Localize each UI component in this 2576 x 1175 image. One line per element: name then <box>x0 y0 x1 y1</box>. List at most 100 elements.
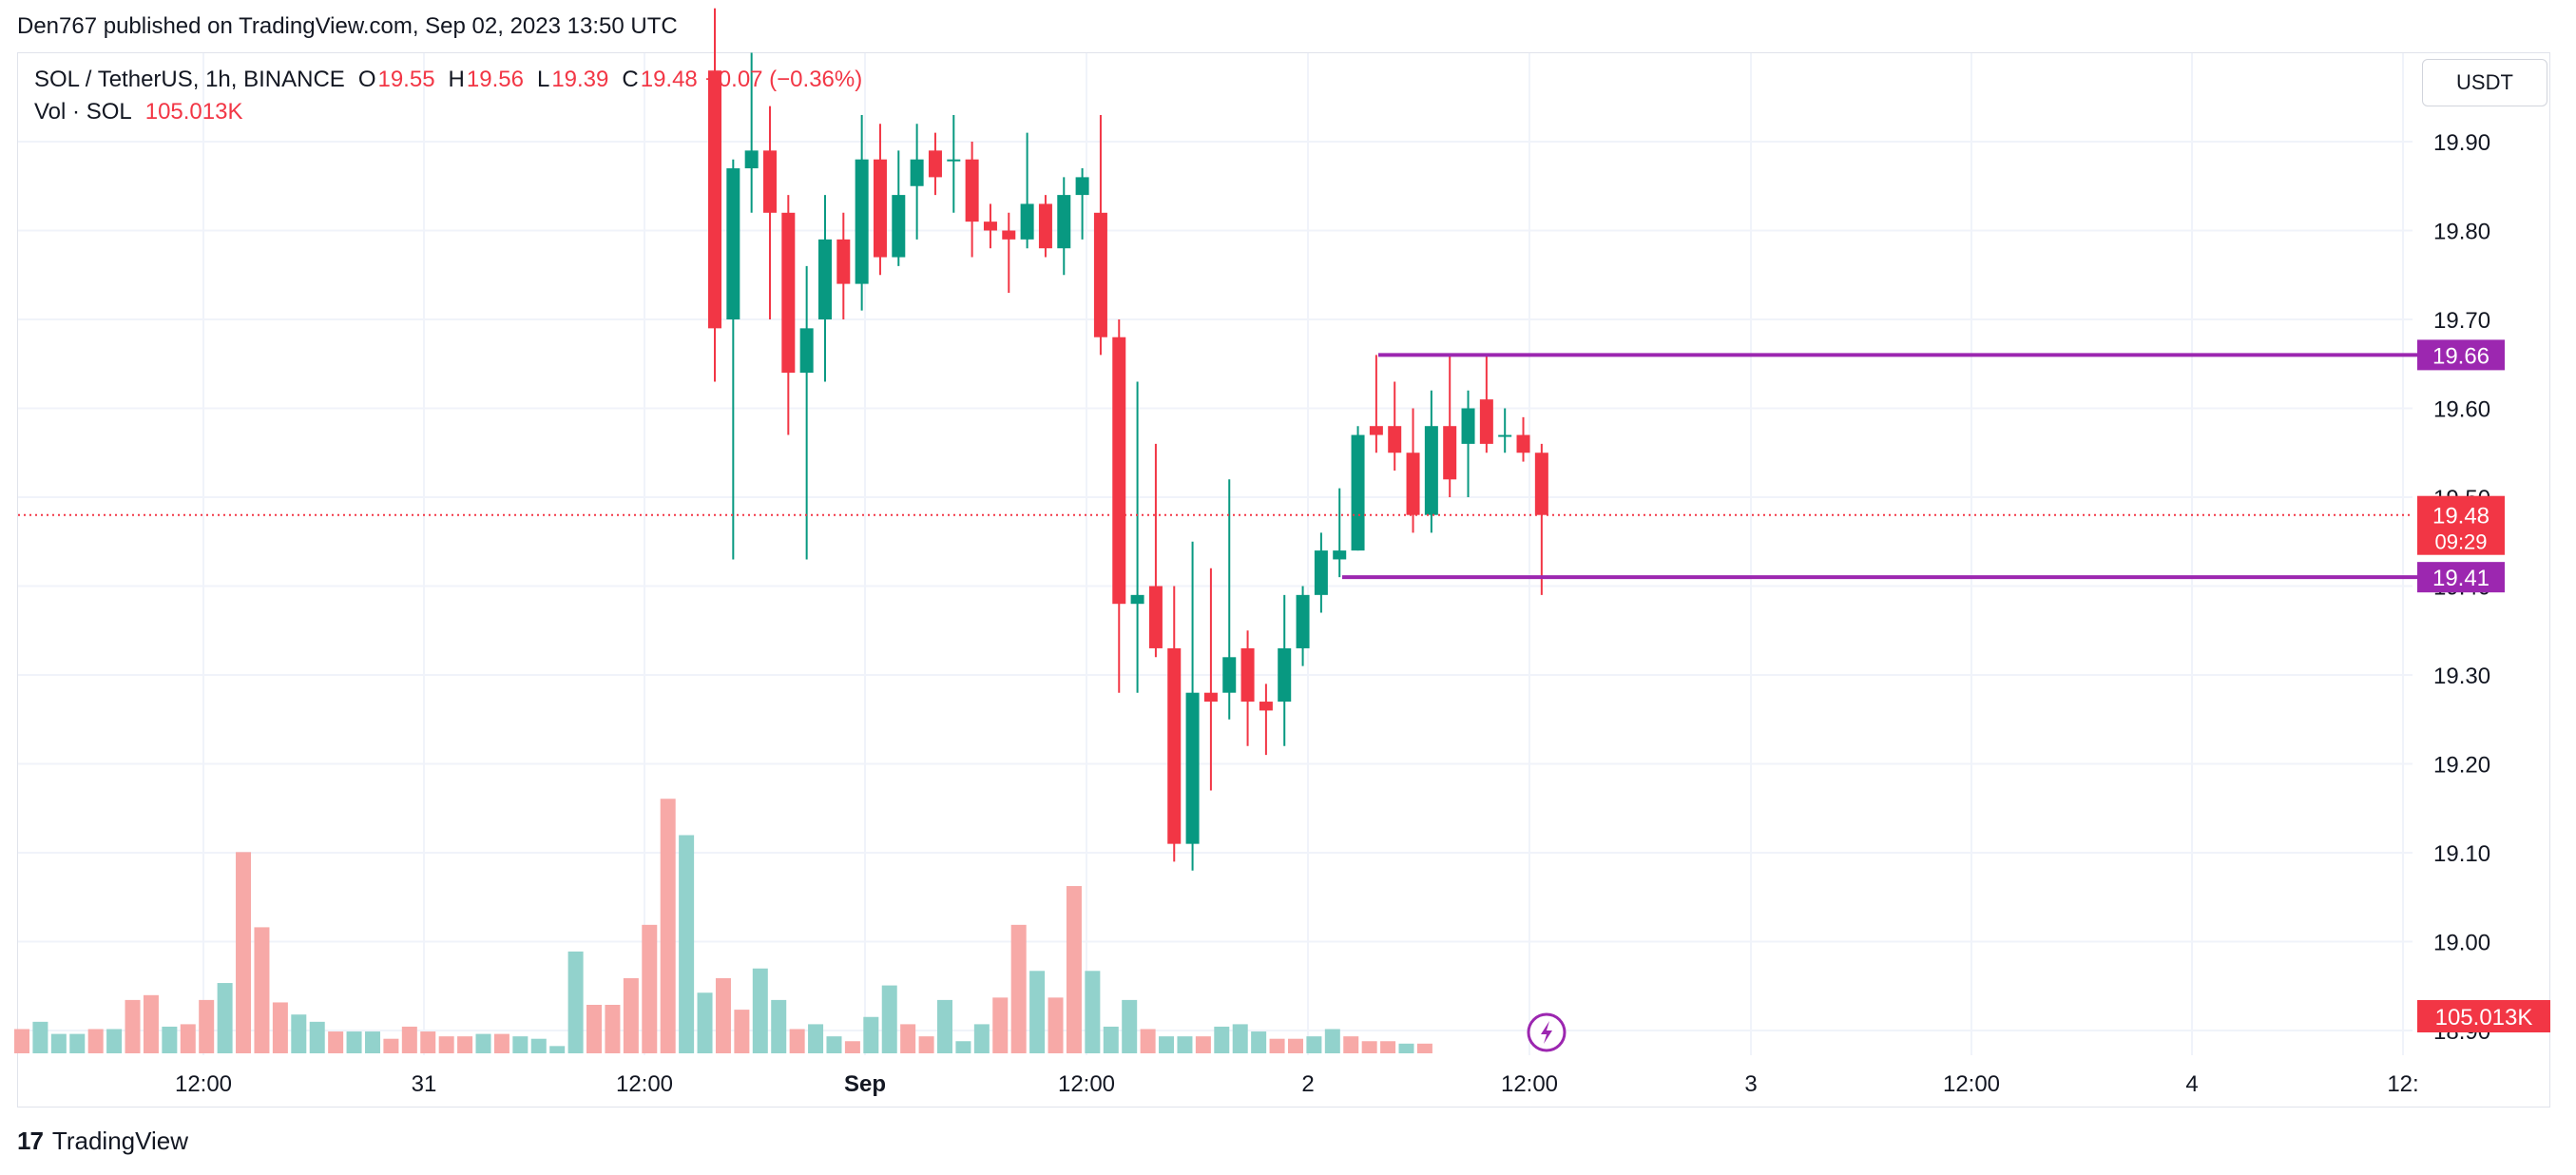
volume-bar <box>900 1024 916 1053</box>
volume-bar <box>734 1010 750 1053</box>
last-price-tag <box>2417 495 2505 555</box>
last-price-label: 19.48 <box>2432 504 2489 530</box>
candle-body <box>799 328 814 374</box>
candle-body <box>983 222 997 231</box>
volume-bar <box>1029 971 1046 1053</box>
volume-bar <box>162 1026 178 1053</box>
y-tick-label: 19.10 <box>2433 841 2490 867</box>
volume-bar <box>771 999 787 1053</box>
candle-body <box>1130 594 1144 605</box>
volume-bar <box>401 1026 417 1053</box>
x-tick-label: 12:00 <box>616 1071 673 1097</box>
volume-bar <box>180 1024 196 1053</box>
volume-bar <box>383 1038 399 1053</box>
volume-bar <box>217 983 233 1053</box>
candle-body <box>762 150 777 213</box>
volume-bar <box>660 799 676 1053</box>
volume-bar <box>623 977 639 1053</box>
volume-bar <box>992 997 1009 1053</box>
volume-bar <box>937 999 952 1053</box>
volume-bar <box>328 1031 344 1053</box>
x-tick-label: 3 <box>1744 1071 1757 1097</box>
volume-bar <box>14 1029 29 1053</box>
volume-bar <box>272 1002 288 1053</box>
candle-body <box>1020 203 1034 240</box>
tradingview-brand[interactable]: 17 TradingView <box>17 1127 188 1156</box>
low-label: L <box>536 67 550 92</box>
volume-bar <box>567 951 584 1053</box>
candle-body <box>1333 550 1347 560</box>
candle-body <box>1259 702 1273 711</box>
volume-label: Vol · SOL <box>34 99 132 125</box>
candle-body <box>1314 550 1328 595</box>
y-tick-label: 19.30 <box>2433 664 2490 689</box>
volume-bar <box>1361 1041 1377 1053</box>
volume-bar <box>752 968 768 1053</box>
volume-legend: Vol · SOL 105.013K <box>34 99 242 125</box>
candle-body <box>781 212 796 374</box>
candle-body <box>1461 408 1475 444</box>
candle-body <box>1388 426 1402 453</box>
y-tick-label: 19.90 <box>2433 130 2490 156</box>
candle-body <box>1093 212 1107 337</box>
volume-bar <box>420 1031 436 1053</box>
volume-bar <box>32 1021 48 1053</box>
high-value: 19.56 <box>466 67 524 92</box>
volume-bar <box>1251 1031 1267 1053</box>
candle-body <box>947 159 961 162</box>
level-price-tag <box>2417 339 2505 371</box>
volume-bar <box>254 927 270 1053</box>
candle-body <box>1240 647 1255 703</box>
candle-body <box>855 159 869 284</box>
volume-bar <box>1085 971 1101 1053</box>
volume-bar <box>679 835 695 1053</box>
brand-name: TradingView <box>51 1127 188 1155</box>
volume-bar <box>236 852 252 1053</box>
volume-tag-label: 105.013K <box>2435 1005 2533 1031</box>
x-tick-label: 12:00 <box>1943 1071 2000 1097</box>
volume-bar <box>1048 997 1064 1053</box>
x-tick-label: 12:00 <box>175 1071 232 1097</box>
volume-bar <box>530 1038 547 1053</box>
volume-bar <box>125 999 141 1053</box>
y-tick-label: 19.70 <box>2433 308 2490 334</box>
currency-button[interactable]: USDT <box>2422 59 2547 106</box>
volume-bar <box>1343 1036 1359 1053</box>
volume-bar <box>1140 1029 1156 1053</box>
candle-body <box>1406 453 1420 515</box>
volume-bar <box>1159 1036 1175 1053</box>
published-by-text: Den767 published on TradingView.com, Sep… <box>17 13 678 39</box>
volume-bar <box>1287 1038 1303 1053</box>
volume-bar <box>1195 1036 1211 1053</box>
volume-bar <box>364 1031 380 1053</box>
volume-bar <box>309 1021 325 1053</box>
x-tick-label: 12:00 <box>1058 1071 1115 1097</box>
volume-bar <box>50 1033 67 1053</box>
volume-bar <box>1177 1036 1193 1053</box>
candle-body <box>1057 195 1071 249</box>
volume-bar <box>1380 1041 1396 1053</box>
candle-body <box>910 159 924 186</box>
lightning-bolt-icon <box>1541 1021 1552 1044</box>
level-price-label: 19.41 <box>2432 566 2489 591</box>
candle-body <box>1351 434 1365 551</box>
candle-body <box>1534 453 1548 515</box>
volume-bar <box>1306 1036 1322 1053</box>
volume-bar <box>87 1029 104 1053</box>
volume-bar <box>1066 886 1082 1053</box>
y-tick-label: 19.00 <box>2433 931 2490 956</box>
volume-bar <box>697 992 713 1053</box>
level-price-tag <box>2417 562 2505 593</box>
volume-bar <box>863 1016 879 1053</box>
candle-body <box>1516 434 1530 453</box>
volume-bar <box>586 1005 603 1053</box>
candle-body <box>726 168 740 319</box>
candle-body <box>1443 426 1457 480</box>
candle-body <box>1278 647 1292 703</box>
y-tick-label: 19.20 <box>2433 753 2490 779</box>
high-label: H <box>448 67 465 92</box>
change-value: −0.07 (−0.36%) <box>704 67 863 92</box>
symbol-legend: SOL / TetherUS, 1h, BINANCE O19.55 H19.56 L… <box>34 67 862 93</box>
volume-bar <box>955 1041 971 1053</box>
